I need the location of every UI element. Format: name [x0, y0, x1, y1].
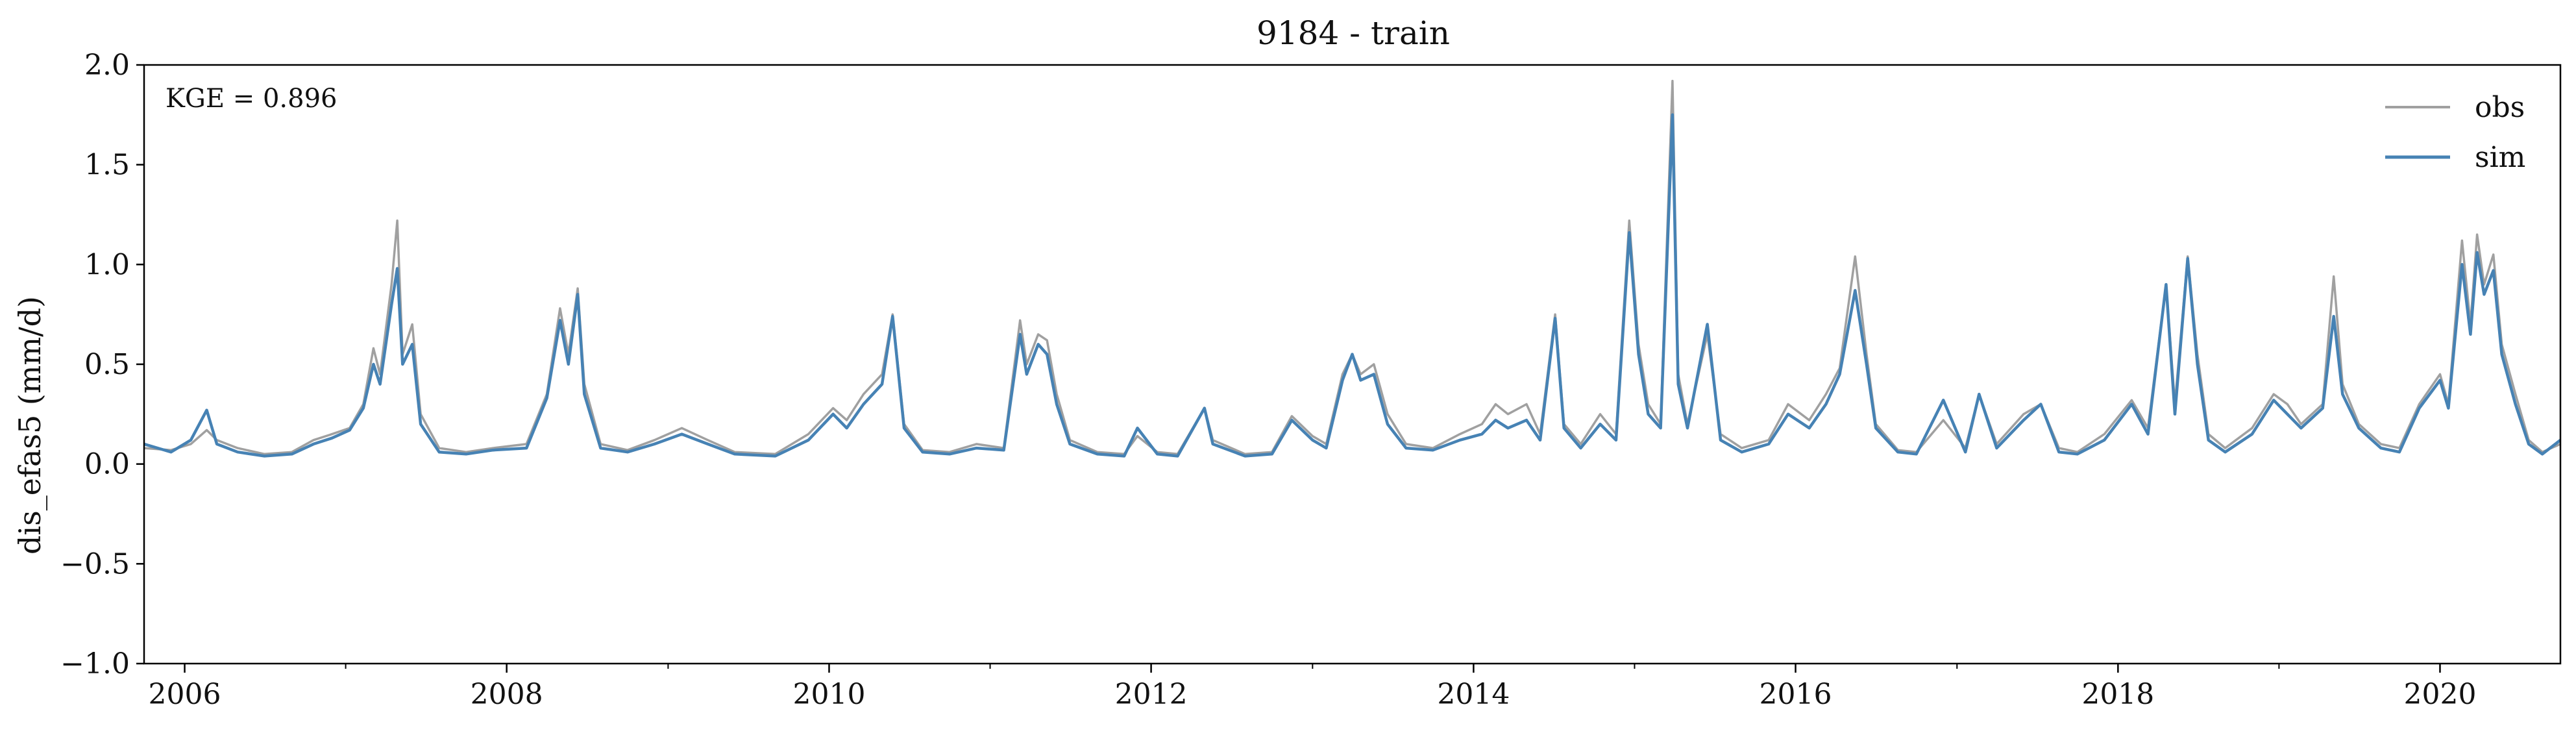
y-tick-label: 0.0 [84, 448, 130, 481]
x-tick-label: 2008 [471, 678, 543, 711]
y-tick-label: 1.5 [84, 149, 130, 182]
y-tick-label: 0.5 [84, 348, 130, 381]
x-tick-label: 2016 [1760, 678, 1832, 711]
chart-title: 9184 - train [1257, 14, 1450, 52]
series-line-sim [144, 113, 2560, 458]
legend-label-sim: sim [2475, 141, 2525, 174]
x-tick-label: 2020 [2403, 678, 2476, 711]
legend: obs sim [2385, 91, 2525, 174]
y-tick-label: 1.0 [84, 248, 130, 281]
x-tick-label: 2018 [2081, 678, 2154, 711]
y-axis-label: dis_efas5 (mm/d) [12, 296, 47, 554]
x-tick-label: 2014 [1437, 678, 1510, 711]
y-tick-label: 2.0 [84, 49, 130, 82]
legend-label-obs: obs [2475, 91, 2525, 124]
y-tick-label: −0.5 [60, 547, 130, 580]
series-layer [144, 79, 2560, 458]
x-tick-label: 2012 [1115, 678, 1188, 711]
axes-layer: 2.0 1.5 1.0 0.5 0.0 −0.5 −1.0 2006 2008 2010 2012 2… [60, 49, 2562, 711]
y-tick-label: −1.0 [60, 647, 130, 680]
x-tick-label: 2006 [149, 678, 221, 711]
kge-annotation: KGE = 0.896 [166, 84, 337, 114]
x-tick-label: 2010 [792, 678, 865, 711]
